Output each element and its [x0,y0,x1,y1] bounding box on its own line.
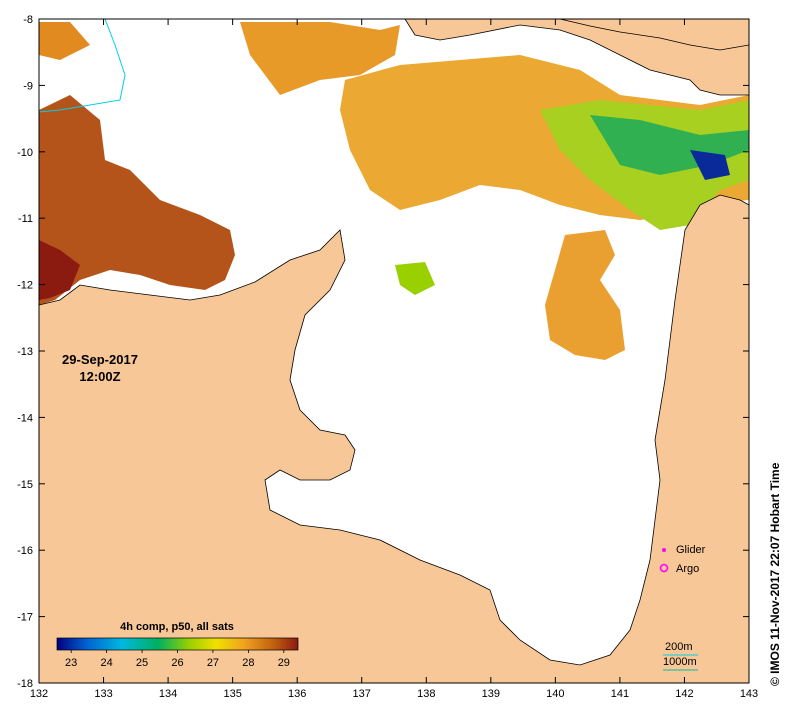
latitude-axis: -8 -9 -10 -11 -12 -13 -14 -15 -16 -17 -18 [17,14,749,690]
colorbar-ticks: 23 24 25 26 27 28 29 [65,650,290,669]
argo-label: Argo [676,563,699,575]
land-northern-territory [39,194,749,683]
colorbar: 4h comp, p50, all sats 23 24 25 26 27 28 29 [56,621,299,669]
sst-patch-west-north [39,22,90,60]
lon-tick-label: 136 [288,688,306,700]
lat-tick-label: -18 [17,678,33,690]
sst-patch-west-hot [39,240,80,300]
glider-label: Glider [676,544,706,556]
lon-tick-label: 141 [611,688,629,700]
sst-patch-west [39,95,235,305]
sst-patch-north-mid [240,22,400,95]
lon-tick-label: 142 [675,688,693,700]
colorbar-tick-label: 28 [242,657,254,669]
argo-marker-icon [659,563,669,573]
colorbar-tick-label: 25 [136,657,148,669]
platform-legend: Glider Argo [659,544,706,575]
lon-tick-label: 139 [482,688,500,700]
longitude-axis: 132 133 134 135 136 137 138 139 140 141 142 143 [30,19,758,700]
lon-tick-label: 134 [159,688,177,700]
lat-tick-label: -8 [23,14,33,26]
contour-200m-line [39,19,126,113]
lon-tick-label: 133 [94,688,112,700]
lon-tick-label: 140 [546,688,564,700]
lat-tick-label: -13 [17,346,33,358]
colorbar-tick-label: 27 [207,657,219,669]
lon-tick-label: 138 [417,688,435,700]
lat-tick-label: -12 [17,280,33,292]
map-time: 12:00Z [79,369,120,384]
lat-tick-label: -9 [23,80,33,92]
lat-tick-label: -16 [17,545,33,557]
contour-200m-label: 200m [665,641,693,653]
lat-tick-label: -17 [17,612,33,624]
lon-tick-label: 143 [740,688,758,700]
map-date: 29-Sep-2017 [62,352,138,367]
colorbar-tick-label: 29 [278,657,290,669]
lat-tick-label: -14 [17,412,33,424]
colorbar-title: 4h comp, p50, all sats [120,621,234,633]
colorbar-tick-label: 26 [171,657,183,669]
colorbar-tick-label: 24 [100,657,112,669]
colorbar-gradient [56,637,299,651]
lon-tick-label: 135 [223,688,241,700]
lat-tick-label: -15 [17,479,33,491]
lon-tick-label: 132 [30,688,48,700]
contour-1000m-label: 1000m [663,656,697,668]
lat-tick-label: -11 [18,213,33,225]
lon-tick-label: 137 [353,688,371,700]
colorbar-tick-label: 23 [65,657,77,669]
land-png [559,19,749,51]
sst-data-layer [39,22,749,360]
sst-patch-gulf [545,230,625,360]
lat-tick-label: -10 [17,147,33,159]
glider-marker-icon [662,548,666,552]
land-layer [39,19,749,683]
sst-patch-east-cold [690,150,730,180]
credit-text: © IMOS 11-Nov-2017 22:07 Hobart Time [768,462,782,686]
contour-legend: 200m 1000m [663,641,698,671]
sst-patch-small [395,262,435,295]
